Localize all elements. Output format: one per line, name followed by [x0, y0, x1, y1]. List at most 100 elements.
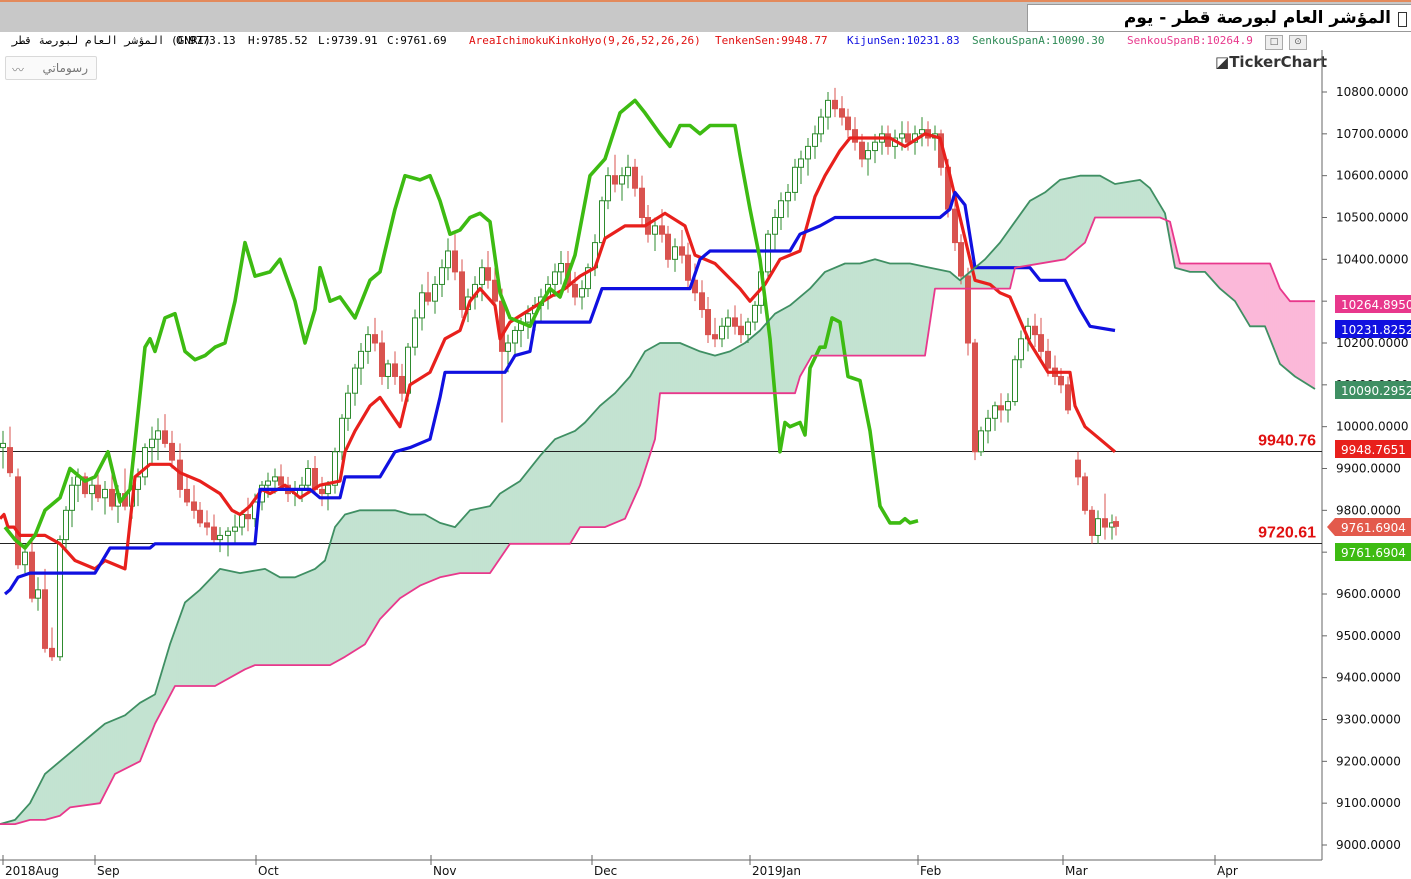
y-tick-label: 10600.0000	[1336, 169, 1409, 183]
candle-body	[15, 476, 21, 566]
candle-body	[952, 208, 958, 244]
candle-body	[1075, 459, 1081, 478]
x-tick-label: Feb	[920, 864, 941, 878]
candle-body	[552, 271, 558, 285]
low-value: L:9739.91	[318, 34, 378, 47]
candle-body	[925, 129, 931, 139]
price-tag	[1335, 295, 1411, 313]
candle-body	[679, 246, 685, 256]
candle-body	[1045, 350, 1051, 369]
candle-body	[332, 451, 338, 486]
candle-body	[865, 150, 871, 160]
candle-body	[625, 166, 631, 177]
candle-body	[619, 175, 625, 185]
candle-body	[1012, 359, 1018, 403]
y-tick-label: 10200.0000	[1336, 336, 1409, 350]
candle-body	[785, 191, 791, 202]
candle-body	[945, 166, 951, 210]
series-line-chikou	[3, 98, 919, 550]
candle-body	[1058, 375, 1064, 386]
candle-body	[69, 484, 75, 511]
candle-body	[985, 417, 991, 432]
window-menu-icon[interactable]	[1398, 12, 1407, 27]
candle-body	[545, 283, 551, 298]
candle-body	[518, 321, 524, 331]
candle-body	[425, 292, 431, 302]
candle-body	[1109, 522, 1115, 528]
candle-body	[392, 363, 398, 377]
kijun-value: KijunSen:10231.83	[847, 34, 960, 47]
candle-body	[839, 108, 845, 118]
candle-body	[938, 133, 944, 168]
candle-body	[592, 242, 598, 269]
candle-body	[129, 488, 135, 507]
candle-body	[109, 488, 115, 507]
x-tick-label: Mar	[1065, 864, 1088, 878]
candle-body	[1032, 325, 1038, 336]
price-tag	[1335, 381, 1411, 399]
candle-body	[465, 296, 471, 311]
candle-body	[932, 133, 938, 139]
candle-body	[659, 225, 665, 235]
candle-body	[758, 271, 764, 306]
candle-body	[705, 309, 711, 336]
candle-body	[177, 459, 183, 490]
tickerchart-logo: ◪TickerChart	[1215, 53, 1327, 71]
indicator-name[interactable]: AreaIchimokuKinkoHyo(9,26,52,26,26)	[469, 34, 701, 47]
y-tick-label: 10800.0000	[1336, 85, 1409, 99]
my-drawings-label: رسوماتي	[42, 61, 88, 75]
price-tag-pointer	[1327, 518, 1335, 536]
candle-body	[225, 530, 231, 536]
candle-body	[1052, 367, 1058, 377]
candle-body	[565, 263, 571, 285]
candle-body	[312, 468, 318, 490]
price-tag	[1335, 518, 1411, 536]
candle-body	[832, 99, 838, 110]
candle-body	[191, 501, 197, 511]
candle-body	[272, 476, 278, 482]
candle-body	[7, 447, 13, 474]
price-tag	[1335, 320, 1411, 338]
candle-body	[485, 267, 491, 281]
candle-body	[1025, 325, 1031, 340]
x-tick-label: 2019Jan	[752, 864, 801, 878]
candle-body	[652, 225, 658, 235]
candle-body	[778, 200, 784, 218]
my-drawings-button[interactable]: 〰 رسوماتي	[5, 56, 97, 80]
y-tick-label: 10400.0000	[1336, 252, 1409, 266]
candle-body	[399, 375, 405, 394]
candle-body	[379, 342, 385, 377]
candle-body	[665, 233, 671, 260]
candle-body	[95, 484, 101, 499]
candle-body	[905, 133, 911, 143]
series-line-senkouspana	[0, 174, 1316, 825]
trend-line-icon: 〰	[12, 63, 25, 77]
candle-body	[155, 430, 161, 440]
candle-body	[419, 292, 425, 319]
panel-settings-icon[interactable]: ⊙	[1289, 35, 1307, 50]
candle-body	[872, 141, 878, 152]
x-tick-label: Oct	[258, 864, 279, 878]
candle-body	[798, 158, 804, 168]
x-tick-label: Apr	[1217, 864, 1238, 878]
candle-body	[639, 187, 645, 218]
candle-body	[725, 317, 731, 327]
candle-body	[432, 283, 438, 302]
candle-body	[122, 493, 128, 507]
candle-body	[102, 488, 108, 499]
candle-body	[879, 133, 885, 143]
maximize-panel-icon[interactable]: □	[1265, 35, 1283, 50]
series-line-tenkensen	[0, 132, 1117, 571]
candle-body	[339, 417, 345, 453]
candle-body	[142, 447, 148, 478]
candle-body	[439, 267, 445, 285]
candle-body	[372, 334, 378, 344]
open-value: O:9773.13	[176, 34, 236, 47]
candle-body	[532, 304, 538, 315]
x-tick-label: Dec	[594, 864, 617, 878]
candle-body	[115, 493, 121, 507]
candle-body	[685, 254, 691, 281]
candle-body	[692, 279, 698, 294]
candle-body	[217, 534, 223, 541]
